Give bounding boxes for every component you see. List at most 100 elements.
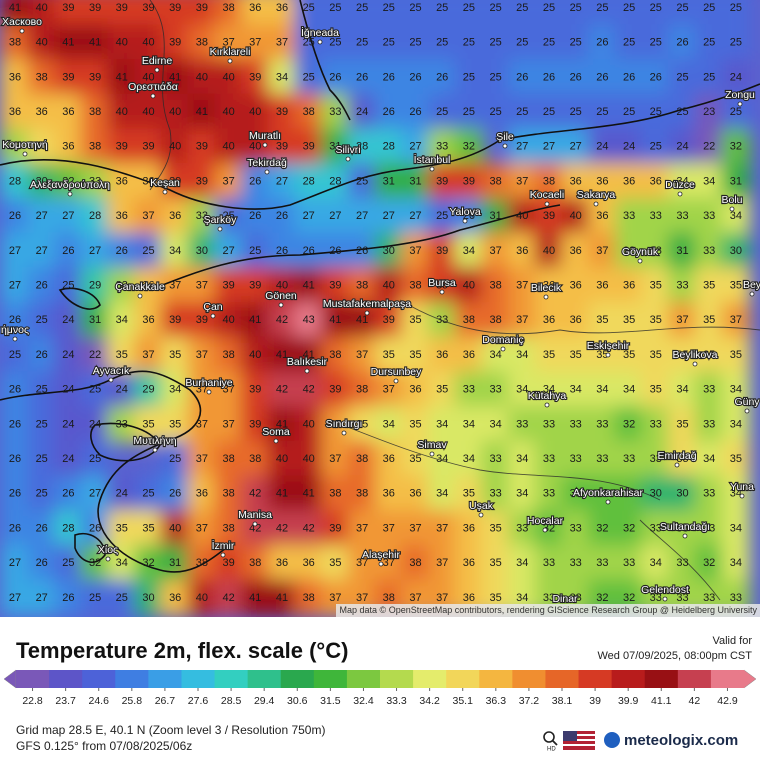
place-label[interactable]: Balıkesir (286, 355, 329, 369)
place-label[interactable]: Χίος (97, 543, 119, 557)
temp-cell (481, 59, 510, 96)
temp-cell (534, 406, 564, 443)
temp-cell (588, 267, 617, 304)
place-label[interactable]: Düzce (664, 178, 696, 192)
temp-cell (107, 128, 137, 166)
temp-value: 25 (356, 2, 368, 14)
place-label[interactable]: Eskişehir (586, 339, 631, 353)
place-label[interactable]: Simav (416, 438, 448, 452)
place-label[interactable]: Çanakkale (114, 280, 166, 294)
place-label[interactable]: Şile (495, 130, 515, 144)
place-label[interactable]: Gelendost (640, 583, 690, 597)
place-label[interactable]: Bursa (427, 276, 457, 290)
place-label[interactable]: Bolu (720, 193, 743, 207)
place-label[interactable]: Kırklareli (208, 45, 251, 59)
temp-value: 35 (116, 349, 128, 361)
place-label[interactable]: Sultandağı (659, 520, 711, 534)
place-label[interactable]: İğneada (300, 25, 340, 40)
temp-cell (54, 232, 83, 270)
place-label[interactable]: Ayvacık (92, 364, 132, 378)
place-label[interactable]: Μυτιλήνη (132, 434, 178, 448)
temp-value: 25 (36, 384, 48, 396)
place-label[interactable]: Tekirdağ (246, 156, 288, 170)
place-label[interactable]: Zongu (724, 88, 756, 102)
place-label[interactable]: Хасково (1, 15, 43, 29)
temp-value: 37 (489, 245, 501, 257)
place-label[interactable]: Beylikova (671, 348, 718, 362)
place-label[interactable]: Hocalar (526, 514, 565, 528)
place-label[interactable]: Αλεξανδρούπολη (29, 178, 111, 192)
place-label[interactable]: Gönen (264, 289, 298, 303)
place-label[interactable]: Sakarya (576, 188, 617, 202)
temp-cell (641, 163, 671, 200)
temp-cell (721, 93, 751, 131)
place-label[interactable]: Kocaeli (529, 188, 566, 202)
temp-cell (80, 93, 110, 131)
flag-icon[interactable] (563, 731, 595, 750)
temp-cell (54, 93, 83, 131)
place-label[interactable]: Çan (202, 300, 224, 314)
temp-value: 34 (730, 418, 742, 430)
place-label[interactable]: Şarköy (203, 213, 239, 227)
temp-cell (454, 24, 484, 62)
temp-value: 25 (703, 71, 715, 83)
temp-value: 36 (409, 384, 421, 396)
temp-cell (507, 24, 537, 62)
place-label[interactable]: Keşan (149, 176, 181, 190)
temp-cell (614, 197, 644, 235)
legend-swatch (49, 670, 83, 688)
place-dot (278, 302, 284, 308)
place-label[interactable]: Burhaniye (184, 376, 234, 390)
place-label[interactable]: Emirdağ (656, 449, 697, 463)
temp-value: 33 (650, 453, 662, 465)
place-label[interactable]: Dursunbey (370, 365, 424, 379)
place-label[interactable]: Silivri (334, 143, 361, 157)
temp-cell (454, 301, 484, 339)
place-label[interactable]: Κομοτηνή (1, 138, 49, 152)
temp-cell (534, 232, 564, 270)
temp-cell (401, 0, 430, 27)
temp-cell (267, 267, 297, 304)
temp-value: 26 (89, 522, 101, 534)
legend-label: 23.7 (55, 695, 76, 707)
place-label[interactable]: Mustafakemalpaşa (322, 297, 412, 311)
temp-cell (641, 128, 671, 166)
place-label[interactable]: Manisa (237, 508, 273, 522)
temp-cell (694, 440, 724, 478)
temp-value: 26 (36, 349, 48, 361)
temp-cell (374, 197, 404, 235)
place-label[interactable]: Ορεστιάδα (127, 80, 179, 94)
place-label[interactable]: Güny (733, 395, 760, 409)
place-label[interactable]: Sındırgı (325, 417, 364, 431)
place-label[interactable]: Edirne (141, 54, 174, 68)
place-label[interactable]: Yalova (448, 205, 482, 219)
temp-value: 33 (570, 557, 582, 569)
temp-value: 25 (676, 106, 688, 118)
temp-value: 37 (196, 418, 208, 430)
place-label[interactable]: Domaniç (481, 333, 525, 347)
place-label[interactable]: Göynük (621, 245, 660, 259)
place-label[interactable]: Kütahya (527, 389, 568, 403)
place-label[interactable]: Muratlı (248, 129, 282, 143)
place-label[interactable]: Yuna (729, 480, 755, 494)
legend-swatch (578, 670, 613, 688)
temp-value: 26 (409, 106, 421, 118)
place-label[interactable]: Bey (742, 278, 760, 292)
brand[interactable]: meteologix.com (624, 732, 738, 749)
temp-cell (27, 544, 57, 582)
temp-cell (561, 163, 591, 200)
place-label[interactable]: İstanbul (413, 152, 452, 167)
search-icon[interactable]: HD (543, 731, 558, 753)
place-label[interactable]: Afyonkarahisar (572, 486, 645, 500)
place-label[interactable]: Alaşehir (361, 548, 402, 562)
temp-cell (240, 544, 270, 582)
place-label[interactable]: Uşak (468, 499, 495, 513)
place-dot (345, 156, 351, 162)
temp-value: 39 (543, 210, 555, 222)
place-label[interactable]: Dinar (551, 592, 579, 606)
place-label[interactable]: Bilecik (530, 281, 563, 295)
place-label[interactable]: ήμνος (0, 323, 30, 337)
place-label[interactable]: Soma (261, 425, 291, 439)
place-label[interactable]: İzmir (211, 538, 236, 553)
temp-cell (561, 0, 591, 27)
